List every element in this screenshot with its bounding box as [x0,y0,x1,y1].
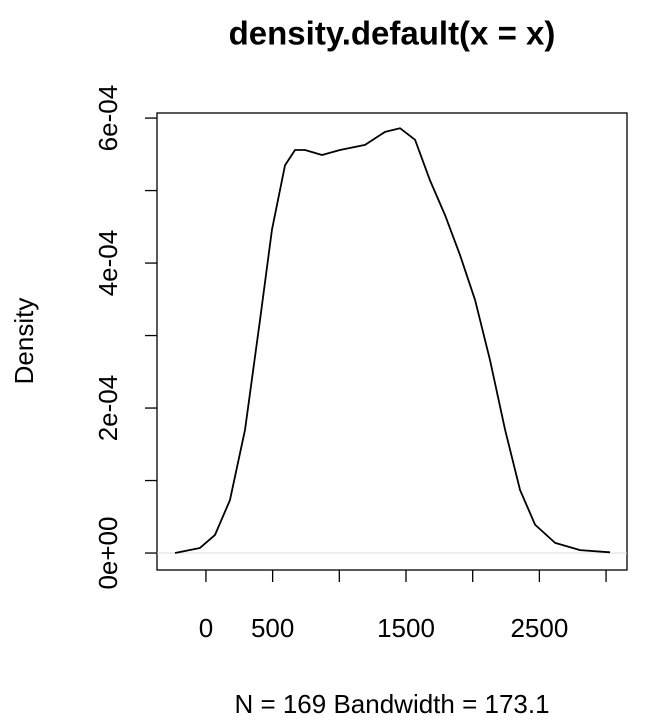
x-tick-label: 2500 [510,613,568,643]
y-axis-label: Density [9,298,39,385]
x-axis-label: N = 169 Bandwidth = 173.1 [234,689,549,719]
y-tick-label: 6e-04 [93,85,123,152]
x-tick-label: 1500 [377,613,435,643]
chart-title: density.default(x = x) [229,15,556,52]
y-tick-label: 2e-04 [93,375,123,442]
y-tick-label: 4e-04 [93,230,123,297]
plot-frame [156,112,628,571]
density-line [174,127,611,554]
y-tick-label: 0e+00 [93,517,123,590]
x-tick-label: 500 [251,613,294,643]
x-tick-label: 0 [199,613,213,643]
